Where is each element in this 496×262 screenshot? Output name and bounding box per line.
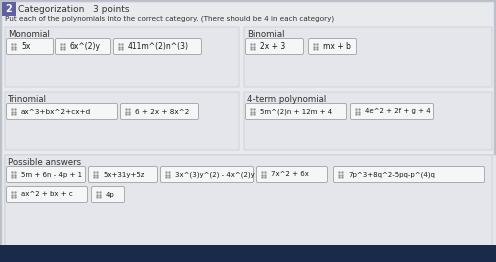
FancyBboxPatch shape — [5, 155, 492, 255]
Text: 7p^3+8q^2-5pq-p^(4)q: 7p^3+8q^2-5pq-p^(4)q — [348, 171, 435, 178]
Text: 7x^2 + 6x: 7x^2 + 6x — [271, 172, 309, 177]
FancyBboxPatch shape — [351, 103, 434, 119]
FancyBboxPatch shape — [114, 39, 201, 54]
Text: 3x^(3)y^(2) - 4x^(2)y: 3x^(3)y^(2) - 4x^(2)y — [175, 171, 255, 178]
FancyBboxPatch shape — [56, 39, 111, 54]
FancyBboxPatch shape — [5, 92, 239, 150]
FancyBboxPatch shape — [2, 2, 16, 16]
FancyBboxPatch shape — [5, 27, 239, 87]
Text: 4-term polynomial: 4-term polynomial — [247, 95, 326, 104]
FancyBboxPatch shape — [246, 39, 304, 54]
Text: mx + b: mx + b — [323, 42, 351, 51]
FancyBboxPatch shape — [309, 39, 357, 54]
FancyBboxPatch shape — [121, 103, 198, 119]
FancyBboxPatch shape — [246, 103, 347, 119]
FancyBboxPatch shape — [5, 155, 496, 255]
Text: 5m + 6n - 4p + 1: 5m + 6n - 4p + 1 — [21, 172, 82, 177]
Text: Possible answers: Possible answers — [8, 158, 81, 167]
Text: 4e^2 + 2f + g + 4: 4e^2 + 2f + g + 4 — [365, 108, 431, 114]
Text: 6 + 2x + 8x^2: 6 + 2x + 8x^2 — [135, 108, 189, 114]
Text: 4p: 4p — [106, 192, 115, 198]
FancyBboxPatch shape — [333, 166, 485, 183]
Text: 5x+31y+5z: 5x+31y+5z — [103, 172, 144, 177]
FancyBboxPatch shape — [256, 166, 327, 183]
Text: 5x: 5x — [21, 42, 30, 51]
Text: Binomial: Binomial — [247, 30, 285, 39]
Text: 2x + 3: 2x + 3 — [260, 42, 285, 51]
Text: Put each of the polynomials into the correct category. (There should be 4 in eac: Put each of the polynomials into the cor… — [5, 16, 334, 22]
Text: Trinomial: Trinomial — [8, 95, 47, 104]
Text: 2: 2 — [5, 4, 12, 14]
FancyBboxPatch shape — [161, 166, 253, 183]
Text: Monomial: Monomial — [8, 30, 50, 39]
FancyBboxPatch shape — [88, 166, 158, 183]
Text: ax^2 + bx + c: ax^2 + bx + c — [21, 192, 73, 198]
FancyBboxPatch shape — [91, 187, 124, 203]
FancyBboxPatch shape — [244, 27, 492, 87]
FancyBboxPatch shape — [2, 2, 494, 256]
Text: 6x^(2)y: 6x^(2)y — [70, 42, 101, 51]
Text: 411m^(2)n^(3): 411m^(2)n^(3) — [128, 42, 189, 51]
FancyBboxPatch shape — [6, 103, 118, 119]
FancyBboxPatch shape — [6, 187, 87, 203]
Text: Categorization   3 points: Categorization 3 points — [18, 4, 129, 14]
FancyBboxPatch shape — [244, 92, 492, 150]
FancyBboxPatch shape — [6, 166, 85, 183]
Text: ax^3+bx^2+cx+d: ax^3+bx^2+cx+d — [21, 108, 91, 114]
FancyBboxPatch shape — [0, 245, 496, 262]
Text: 5m^(2)n + 12m + 4: 5m^(2)n + 12m + 4 — [260, 108, 332, 115]
FancyBboxPatch shape — [6, 39, 54, 54]
